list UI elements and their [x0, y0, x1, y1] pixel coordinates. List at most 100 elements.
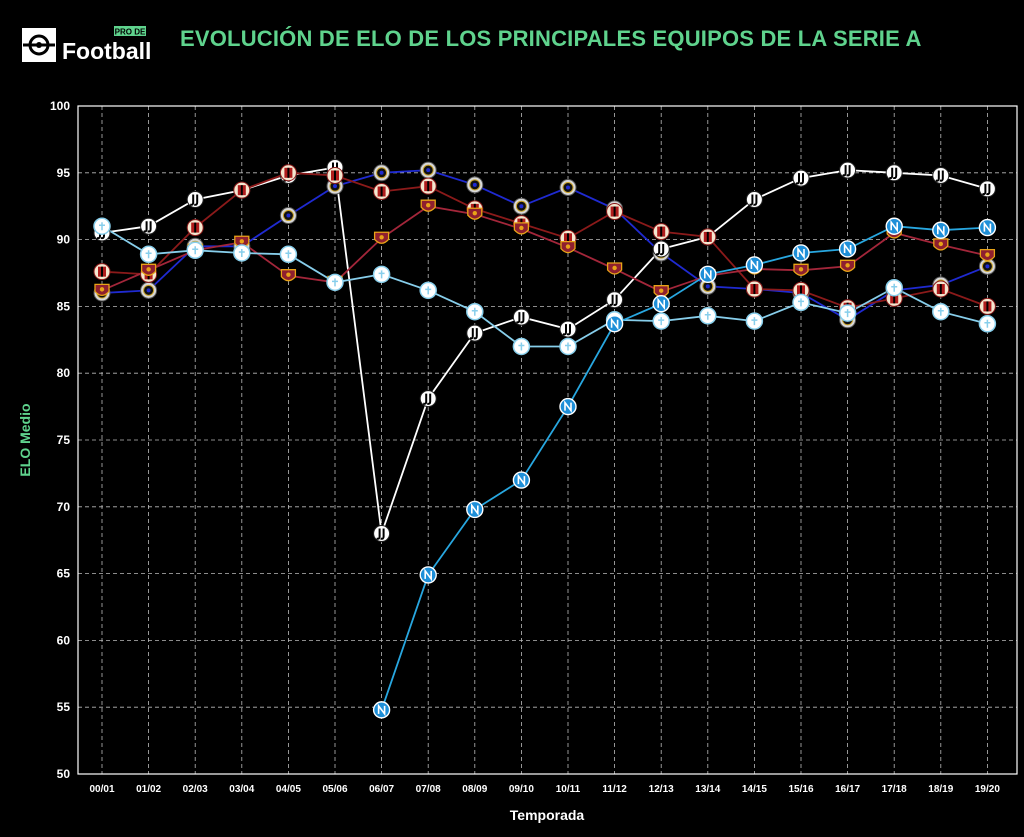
point-roma-04-05 — [280, 269, 297, 282]
x-axis-label: Temporada — [510, 807, 585, 823]
profootball-logo: PRO DE Football — [22, 26, 151, 62]
x-tick-label: 07/08 — [416, 784, 441, 795]
y-tick-label: 85 — [57, 299, 71, 313]
point-milan-02-03 — [186, 219, 204, 237]
point-roma-09-10 — [513, 222, 530, 235]
point-milan-11-12 — [606, 203, 624, 221]
point-juventus-02-03 — [186, 191, 204, 209]
point-lazio-15-16 — [792, 293, 810, 312]
point-napoli-08-09 — [466, 500, 484, 519]
point-roma-19-20 — [979, 248, 996, 262]
x-tick-label: 00/01 — [89, 784, 114, 795]
point-lazio-01-02 — [139, 245, 158, 264]
point-roma-07-08 — [420, 199, 436, 212]
y-tick-label: 50 — [57, 767, 71, 781]
point-napoli-19-20 — [978, 218, 997, 237]
x-tick-label: 12/13 — [649, 784, 674, 795]
point-lazio-04-05 — [279, 245, 298, 264]
point-inter-19-20 — [978, 257, 996, 275]
point-roma-16-17 — [839, 259, 856, 272]
logo-wordmark: Football — [62, 38, 151, 62]
point-lazio-03-04 — [233, 244, 251, 262]
point-juventus-10-11 — [559, 320, 577, 338]
point-lazio-13-14 — [699, 307, 717, 325]
x-axis-ticks: 00/01 01/02 02/03 03/04 04/05 05/06 06/07 07/08… — [89, 784, 1000, 795]
x-tick-label: 11/12 — [602, 784, 627, 795]
x-tick-label: 06/07 — [369, 784, 394, 795]
point-roma-10-11 — [560, 240, 576, 254]
point-lazio-17-18 — [885, 278, 903, 297]
point-juventus-12-13 — [652, 240, 670, 258]
point-inter-10-11 — [559, 178, 577, 196]
point-milan-13-14 — [699, 228, 717, 246]
point-juventus-06-07 — [373, 525, 391, 543]
point-milan-15-16 — [792, 281, 810, 299]
point-roma-06-07 — [373, 231, 390, 244]
point-napoli-13-14 — [699, 265, 717, 284]
point-juventus-19-20 — [978, 180, 996, 198]
point-milan-06-07 — [373, 183, 391, 201]
point-juventus-14-15 — [745, 191, 763, 209]
y-tick-label: 55 — [57, 700, 71, 714]
point-juventus-07-08 — [419, 390, 437, 408]
point-juventus-09-10 — [512, 308, 530, 326]
point-napoli-17-18 — [885, 217, 903, 235]
point-lazio-06-07 — [372, 265, 391, 284]
point-inter-06-07 — [373, 164, 391, 182]
x-tick-label: 08/09 — [462, 784, 487, 795]
point-roma-15-16 — [793, 263, 809, 276]
point-napoli-11-12 — [605, 315, 624, 333]
point-roma-11-12 — [606, 262, 623, 275]
point-milan-19-20 — [978, 297, 996, 315]
point-milan-04-05 — [279, 164, 297, 182]
point-napoli-09-10 — [512, 471, 531, 489]
point-juventus-11-12 — [606, 291, 624, 309]
x-tick-label: 04/05 — [276, 784, 301, 795]
x-tick-label: 02/03 — [183, 784, 208, 795]
point-milan-05-06 — [326, 166, 344, 184]
point-milan-14-15 — [745, 280, 763, 298]
x-tick-label: 10/11 — [556, 784, 581, 795]
point-juventus-18-19 — [932, 166, 950, 184]
logo-small-text: PRO DE — [115, 28, 146, 37]
point-inter-09-10 — [512, 197, 530, 215]
point-napoli-12-13 — [652, 295, 670, 313]
point-roma-08-09 — [467, 207, 483, 220]
point-roma-18-19 — [933, 238, 949, 251]
point-napoli-07-08 — [419, 566, 437, 584]
y-axis-label: ELO Medio — [17, 403, 33, 476]
point-inter-13-14 — [699, 277, 717, 295]
point-lazio-10-11 — [559, 337, 577, 356]
point-inter-01-02 — [140, 281, 158, 299]
y-tick-label: 90 — [57, 233, 71, 247]
x-tick-label: 05/06 — [322, 784, 347, 795]
point-lazio-12-13 — [652, 312, 670, 330]
point-lazio-08-09 — [466, 302, 484, 321]
x-tick-label: 19/20 — [975, 784, 1000, 795]
y-tick-label: 60 — [57, 633, 71, 647]
x-tick-label: 16/17 — [835, 784, 860, 795]
y-tick-label: 80 — [57, 366, 71, 380]
point-lazio-16-17 — [838, 304, 857, 322]
point-juventus-16-17 — [839, 161, 857, 179]
x-tick-label: 09/10 — [509, 784, 534, 795]
y-tick-label: 95 — [57, 166, 71, 180]
y-tick-label: 65 — [57, 567, 71, 581]
point-inter-07-08 — [419, 161, 437, 179]
point-napoli-14-15 — [745, 256, 764, 274]
point-milan-00-01 — [93, 263, 111, 281]
point-lazio-07-08 — [419, 281, 437, 300]
x-tick-label: 18/19 — [928, 784, 953, 795]
point-roma-01-02 — [140, 263, 157, 276]
point-juventus-08-09 — [466, 324, 484, 342]
point-lazio-05-06 — [326, 273, 344, 292]
point-napoli-06-07 — [372, 701, 391, 719]
point-juventus-01-02 — [140, 217, 158, 235]
x-tick-label: 14/15 — [742, 784, 767, 795]
point-milan-12-13 — [652, 223, 670, 241]
series-line-juventus — [101, 166, 988, 534]
y-axis-ticks: 50 55 60 65 70 75 80 85 90 95 100 — [50, 99, 70, 781]
point-milan-03-04 — [233, 181, 251, 199]
point-milan-18-19 — [932, 280, 950, 298]
x-tick-label: 01/02 — [136, 784, 161, 795]
